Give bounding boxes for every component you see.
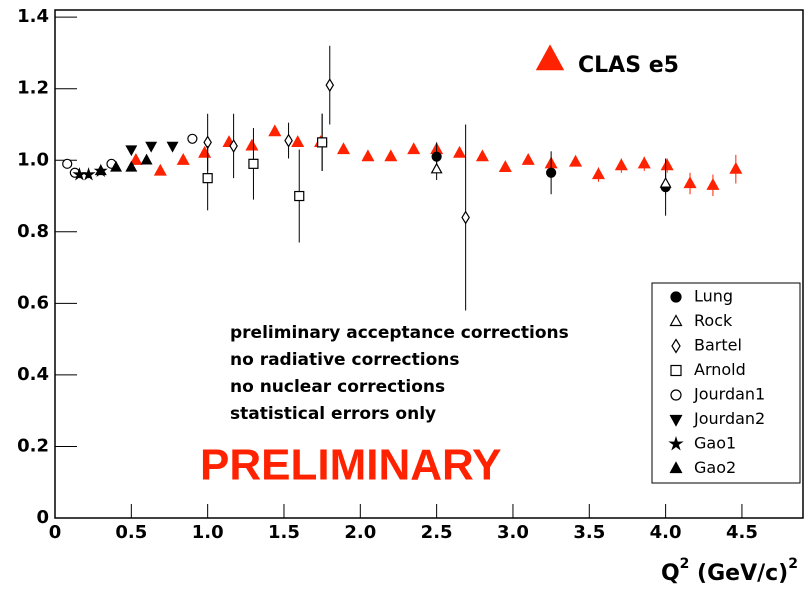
- note: statistical errors only: [230, 404, 436, 424]
- marker: [268, 124, 282, 137]
- x-axis-label: Q2 (GeV/c)2: [661, 556, 798, 586]
- marker: [475, 149, 489, 162]
- x-tick-label: 4.5: [726, 522, 758, 543]
- marker: [317, 137, 328, 148]
- y-tick-label: 0.2: [17, 435, 49, 456]
- plot-frame: [54, 9, 804, 519]
- x-tick-label: 1.5: [268, 522, 300, 543]
- marker: [284, 133, 293, 148]
- legend-label: Gao2: [694, 458, 736, 477]
- marker: [670, 389, 682, 401]
- marker: [202, 173, 213, 184]
- marker: [669, 414, 683, 427]
- marker: [145, 141, 158, 153]
- legend-label: CLAS e5: [578, 53, 679, 78]
- x-tick-label: 0.5: [115, 522, 147, 543]
- label-part: (GeV/c): [689, 561, 788, 586]
- marker: [669, 461, 683, 474]
- marker: [140, 153, 153, 165]
- y-tick-label: 0.4: [17, 364, 49, 385]
- marker: [94, 164, 107, 176]
- marker: [535, 44, 565, 71]
- y-tick-label: 0: [36, 507, 49, 528]
- marker: [248, 158, 259, 169]
- marker: [129, 153, 143, 165]
- superscript: 2: [788, 556, 798, 572]
- marker: [706, 178, 720, 190]
- marker: [336, 142, 351, 155]
- marker: [461, 210, 470, 225]
- note: preliminary acceptance corrections: [230, 323, 569, 343]
- legend-label: Jourdan2: [693, 409, 765, 428]
- marker: [153, 163, 167, 176]
- marker: [569, 154, 583, 167]
- note: no nuclear corrections: [230, 377, 445, 397]
- marker: [81, 167, 96, 181]
- marker: [683, 176, 697, 189]
- marker: [187, 133, 198, 144]
- x-tick-label: 0: [49, 522, 62, 543]
- marker: [591, 167, 605, 180]
- marker: [546, 167, 557, 178]
- marker: [361, 149, 375, 162]
- marker: [660, 158, 674, 171]
- marker: [668, 436, 684, 451]
- y-tick-label: 1.4: [17, 6, 49, 27]
- legend-label: Jourdan1: [693, 385, 765, 404]
- superscript: 2: [680, 556, 690, 572]
- stamp: PRELIMINARY: [200, 441, 502, 490]
- y-tick-label: 1.0: [17, 149, 49, 170]
- marker: [614, 158, 628, 171]
- marker: [125, 145, 138, 157]
- marker: [294, 190, 305, 202]
- marker: [110, 160, 123, 172]
- marker: [521, 153, 535, 165]
- marker: [125, 160, 138, 172]
- marker: [671, 338, 681, 354]
- marker: [325, 78, 335, 93]
- marker: [729, 161, 743, 174]
- marker: [62, 158, 73, 169]
- marker: [670, 364, 682, 377]
- marker: [498, 160, 512, 173]
- marker: [229, 138, 238, 153]
- marker: [670, 291, 682, 303]
- legend-label: Rock: [694, 311, 733, 330]
- y-tick-label: 0.8: [17, 221, 49, 242]
- legend-label: Bartel: [694, 336, 742, 355]
- note: no radiative corrections: [230, 350, 460, 370]
- y-tick-label: 1.2: [17, 78, 49, 99]
- legend-label: Lung: [694, 287, 733, 306]
- x-tick-label: 2.0: [344, 522, 376, 543]
- legend-label: Arnold: [694, 360, 746, 379]
- marker: [669, 314, 683, 327]
- marker: [245, 138, 259, 151]
- x-tick-label: 3.0: [497, 522, 529, 543]
- marker: [637, 156, 651, 169]
- marker: [198, 145, 212, 158]
- x-tick-label: 1.0: [192, 522, 224, 543]
- marker: [430, 162, 443, 174]
- marker: [291, 135, 305, 147]
- legend-label: Gao1: [694, 434, 736, 453]
- marker: [176, 153, 190, 165]
- marker: [166, 141, 179, 153]
- marker: [384, 149, 398, 162]
- x-tick-label: 2.5: [421, 522, 453, 543]
- x-tick-label: 4.0: [650, 522, 682, 543]
- x-tick-label: 3.5: [573, 522, 605, 543]
- y-tick-label: 0.6: [17, 292, 49, 313]
- marker: [659, 176, 672, 188]
- marker: [453, 145, 467, 158]
- marker: [407, 142, 421, 155]
- label-part: Q: [661, 561, 680, 586]
